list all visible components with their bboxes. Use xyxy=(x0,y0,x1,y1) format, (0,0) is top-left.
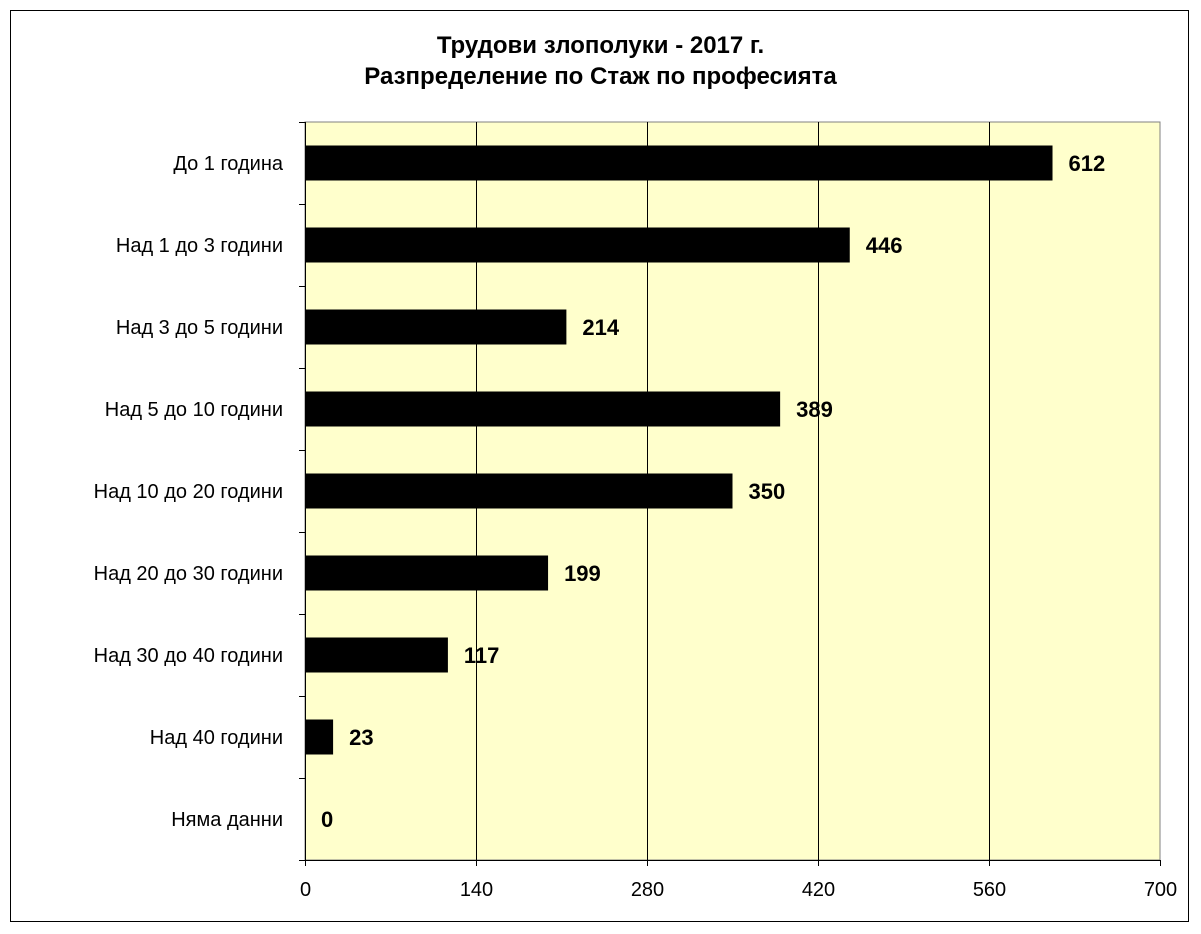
x-tick-label-140: 140 xyxy=(460,879,493,901)
bar-0 xyxy=(306,145,1053,181)
chart-title-block: Трудови злополуки - 2017 г. Разпределени… xyxy=(0,30,1201,92)
value-label-0: 612 xyxy=(1069,151,1106,176)
category-label-8: Няма данни xyxy=(171,809,283,831)
x-tick-label-560: 560 xyxy=(973,879,1006,901)
value-label-4: 350 xyxy=(749,479,786,504)
value-label-1: 446 xyxy=(866,233,903,258)
chart-subtitle: Разпределение по Стаж по професията xyxy=(364,63,837,90)
category-label-0: До 1 година xyxy=(173,153,284,175)
category-label-7: Над 40 години xyxy=(150,727,283,749)
value-label-5: 199 xyxy=(564,561,601,586)
chart-title: Трудови злополуки - 2017 г. xyxy=(436,32,765,59)
bar-5 xyxy=(306,555,549,591)
value-label-8: 0 xyxy=(321,807,333,832)
bar-2 xyxy=(306,309,567,345)
x-tick-label-280: 280 xyxy=(631,879,664,901)
bar-7 xyxy=(306,719,334,755)
category-label-6: Над 30 до 40 години xyxy=(94,645,283,667)
x-tick-label-700: 700 xyxy=(1144,879,1177,901)
x-tick-label-0: 0 xyxy=(300,879,311,901)
category-label-3: Над 5 до 10 години xyxy=(105,399,283,421)
value-label-7: 23 xyxy=(349,725,373,750)
bar-6 xyxy=(306,637,448,673)
bar-4 xyxy=(306,473,733,509)
value-label-2: 214 xyxy=(582,315,619,340)
category-label-1: Над 1 до 3 години xyxy=(116,235,283,257)
bar-3 xyxy=(306,391,781,427)
category-label-4: Над 10 до 20 години xyxy=(94,481,283,503)
x-tick-label-420: 420 xyxy=(802,879,835,901)
category-label-2: Над 3 до 5 години xyxy=(116,317,283,339)
value-label-6: 117 xyxy=(464,643,500,668)
value-label-3: 389 xyxy=(796,397,833,422)
category-label-5: Над 20 до 30 години xyxy=(94,563,283,585)
bar-1 xyxy=(306,227,850,263)
